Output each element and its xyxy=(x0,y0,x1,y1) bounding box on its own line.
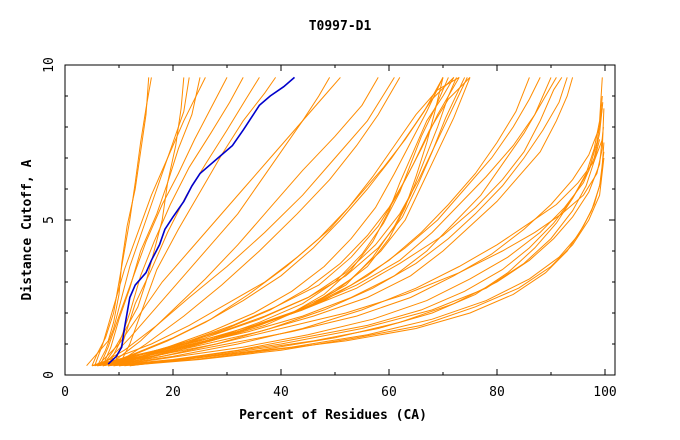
x-tick-label: 60 xyxy=(381,385,397,400)
model-series-line-5 xyxy=(99,77,228,366)
model-series-line-22 xyxy=(108,77,468,367)
model-series-line-36 xyxy=(113,102,604,367)
model-series-line-40 xyxy=(118,142,605,367)
model-series-line-10 xyxy=(86,77,150,367)
model-series-line-16 xyxy=(108,77,471,367)
model-series-line-34 xyxy=(118,77,603,367)
model-series-line-2 xyxy=(96,77,190,366)
ticks-layer: 0 20 40 60 80 100 0 5 10 xyxy=(42,57,617,400)
model-series-line-38 xyxy=(108,139,603,367)
chart-title: T0997-D1 xyxy=(309,19,372,34)
model-series-line-44 xyxy=(102,77,563,367)
model-series-line-45 xyxy=(118,77,530,367)
highlight-layer xyxy=(107,76,296,365)
model-series-line-11 xyxy=(91,77,455,367)
model-series-line-25 xyxy=(102,77,331,367)
model-series-line-39 xyxy=(97,108,605,367)
x-tick-label: 0 xyxy=(61,385,69,400)
model-series-line-29 xyxy=(102,77,574,367)
model-series-line-43 xyxy=(129,151,605,367)
model-series-line-27 xyxy=(113,77,401,367)
y-tick-label: 10 xyxy=(42,57,57,73)
model-series-line-42 xyxy=(124,157,605,367)
x-tick-label: 40 xyxy=(273,385,289,400)
y-tick-label: 5 xyxy=(42,216,57,224)
model-series-line-9 xyxy=(102,77,185,366)
model-series-line-30 xyxy=(108,77,568,367)
model-series-line-31 xyxy=(97,77,552,367)
x-tick-label: 100 xyxy=(593,385,616,400)
model-series-line-19 xyxy=(102,76,460,367)
model-series-line-24 xyxy=(97,77,341,367)
model-series-line-41 xyxy=(113,126,604,367)
model-series-line-4 xyxy=(94,77,206,366)
model-series-line-33 xyxy=(113,77,541,367)
highlight-series-line xyxy=(107,76,296,365)
model-series-line-18 xyxy=(97,77,455,367)
x-axis-label: Percent of Residues (CA) xyxy=(239,408,427,423)
model-series-line-21 xyxy=(97,77,457,367)
y-tick-label: 0 xyxy=(42,371,57,379)
x-tick-label: 80 xyxy=(489,385,505,400)
model-series-line-3 xyxy=(102,77,201,366)
model-series-line-12 xyxy=(97,77,449,367)
model-series-line-35 xyxy=(108,108,603,367)
model-series-line-1 xyxy=(91,77,152,366)
model-series-line-8 xyxy=(118,77,277,366)
model-series-line-14 xyxy=(94,77,444,367)
x-tick-label: 20 xyxy=(165,385,181,400)
model-series-line-28 xyxy=(97,77,395,367)
model-series-line-7 xyxy=(113,77,260,366)
model-series-line-46 xyxy=(129,139,601,367)
y-axis-label: Distance Cutoff, A xyxy=(20,159,35,300)
model-series-line-37 xyxy=(102,95,603,367)
series-layer xyxy=(86,76,605,367)
